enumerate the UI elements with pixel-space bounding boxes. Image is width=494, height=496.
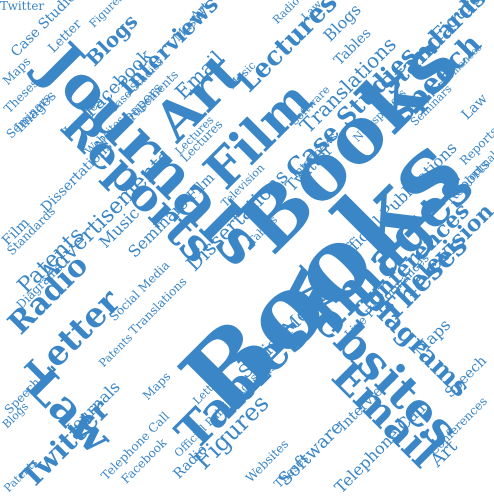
word-law-3: Law: [458, 90, 491, 124]
word-maps-3: Maps: [139, 369, 174, 403]
word-twitter-2: Twitter: [0, 0, 45, 13]
word-patents-3: Patents: [96, 331, 136, 370]
